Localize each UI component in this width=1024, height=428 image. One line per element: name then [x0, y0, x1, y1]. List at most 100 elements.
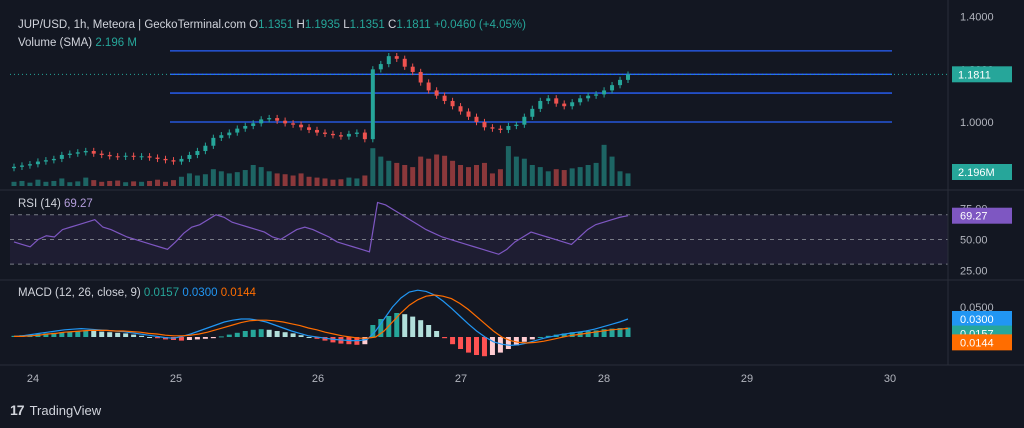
macd-histogram-bar [290, 333, 296, 337]
candle-body [171, 160, 176, 162]
volume-bar [497, 169, 503, 186]
candle-body [35, 161, 40, 165]
macd-histogram-bar [370, 325, 376, 337]
candle-body [107, 154, 112, 157]
volume-bar [75, 181, 81, 186]
candle-body [243, 125, 248, 129]
x-axis-tick-label: 29 [741, 373, 753, 385]
macd-line-value: 0.0300 [182, 287, 218, 299]
candle-body [394, 56, 399, 59]
macd-histogram-bar [450, 337, 456, 345]
volume-legend: Volume (SMA) 2.196 M [18, 37, 137, 49]
open-label: O [249, 19, 259, 31]
macd-histogram-bar [593, 330, 599, 337]
volume-bar [394, 162, 400, 186]
macd-histogram-bar [585, 331, 591, 337]
macd-badge-label: 0.0300 [960, 314, 994, 326]
x-axis-tick-label: 30 [884, 373, 896, 385]
candle-body [322, 132, 327, 134]
volume-bar [147, 180, 153, 186]
volume-bar [338, 179, 344, 186]
candle-body [610, 85, 615, 91]
volume-bar [115, 180, 121, 186]
volume-bar [43, 181, 49, 186]
volume-bar [322, 178, 328, 186]
macd-histogram-bar [107, 332, 113, 337]
candle-body [626, 74, 630, 80]
macd-histogram-bar [147, 337, 153, 338]
x-axis-tick-label: 26 [312, 373, 324, 385]
volume-bar [346, 177, 352, 186]
candle-body [59, 154, 64, 159]
candle-body [75, 152, 80, 154]
tradingview-footer[interactable]: 17 TradingView [10, 402, 101, 418]
macd-histogram-bar [226, 334, 232, 337]
macd-histogram-bar [258, 329, 264, 337]
macd-histogram-bar [569, 332, 575, 337]
volume-bar [609, 156, 615, 186]
volume-bar [473, 165, 479, 186]
volume-bar [537, 167, 543, 186]
candle-body [386, 56, 391, 65]
candle-body [506, 125, 511, 130]
volume-bar [593, 162, 599, 186]
volume-bar [290, 175, 296, 186]
volume-bar [139, 181, 145, 186]
candle-body [203, 145, 208, 152]
volume-bar [442, 155, 448, 186]
volume-value: 2.196 M [95, 37, 137, 49]
macd-histogram-bar [418, 320, 424, 337]
macd-histogram-bar [609, 328, 615, 337]
volume-bar [19, 180, 25, 186]
signal-line [14, 294, 629, 344]
candle-body [115, 156, 120, 158]
volume-bar [402, 165, 408, 186]
volume-bar [601, 144, 607, 186]
x-axis-tick-label: 24 [27, 373, 39, 385]
candle-body [155, 157, 160, 159]
candle-body [27, 164, 32, 166]
volume-bar [218, 171, 224, 186]
candle-body [219, 135, 224, 138]
macd-histogram-bar [123, 333, 129, 337]
candle-body [354, 132, 359, 134]
candle-body [554, 98, 559, 104]
macd-histogram-bar [513, 337, 519, 346]
volume-bar [123, 182, 129, 186]
candle-body [370, 69, 375, 140]
candle-body [522, 116, 527, 125]
candle-body [275, 118, 280, 121]
macd-histogram-bar [194, 337, 200, 340]
high-value: 1.1935 [304, 19, 340, 31]
macd-histogram-bar [617, 328, 623, 337]
volume-bar [370, 148, 376, 186]
volume-bar [434, 154, 440, 186]
candle-body [402, 58, 407, 67]
close-label: C [388, 19, 397, 31]
volume-bar [386, 160, 392, 186]
candle-body [586, 95, 591, 99]
macd-histogram-bar [537, 337, 543, 338]
volume-bar [266, 171, 272, 186]
candle-body [19, 165, 24, 167]
macd-legend: MACD (12, 26, close, 9) 0.0157 0.0300 0.… [18, 287, 256, 299]
macd-histogram-bar [131, 334, 137, 337]
volume-badge-label: 2.196M [958, 167, 995, 179]
candle-body [163, 158, 168, 161]
candle-body [538, 100, 543, 109]
candle-body [442, 95, 447, 101]
volume-bar [314, 177, 320, 186]
volume-bar [306, 176, 312, 186]
candle-body [235, 128, 240, 133]
macd-histogram-bar [250, 329, 256, 337]
candle-body [179, 158, 184, 162]
volume-bar [91, 180, 97, 186]
volume-bar [569, 168, 575, 186]
candle-body [147, 156, 152, 158]
candle-body [618, 79, 623, 86]
macd-histogram-bar [426, 325, 432, 337]
close-value: 1.1811 [396, 19, 431, 31]
candle-body [450, 100, 455, 107]
candle-body [378, 64, 383, 70]
